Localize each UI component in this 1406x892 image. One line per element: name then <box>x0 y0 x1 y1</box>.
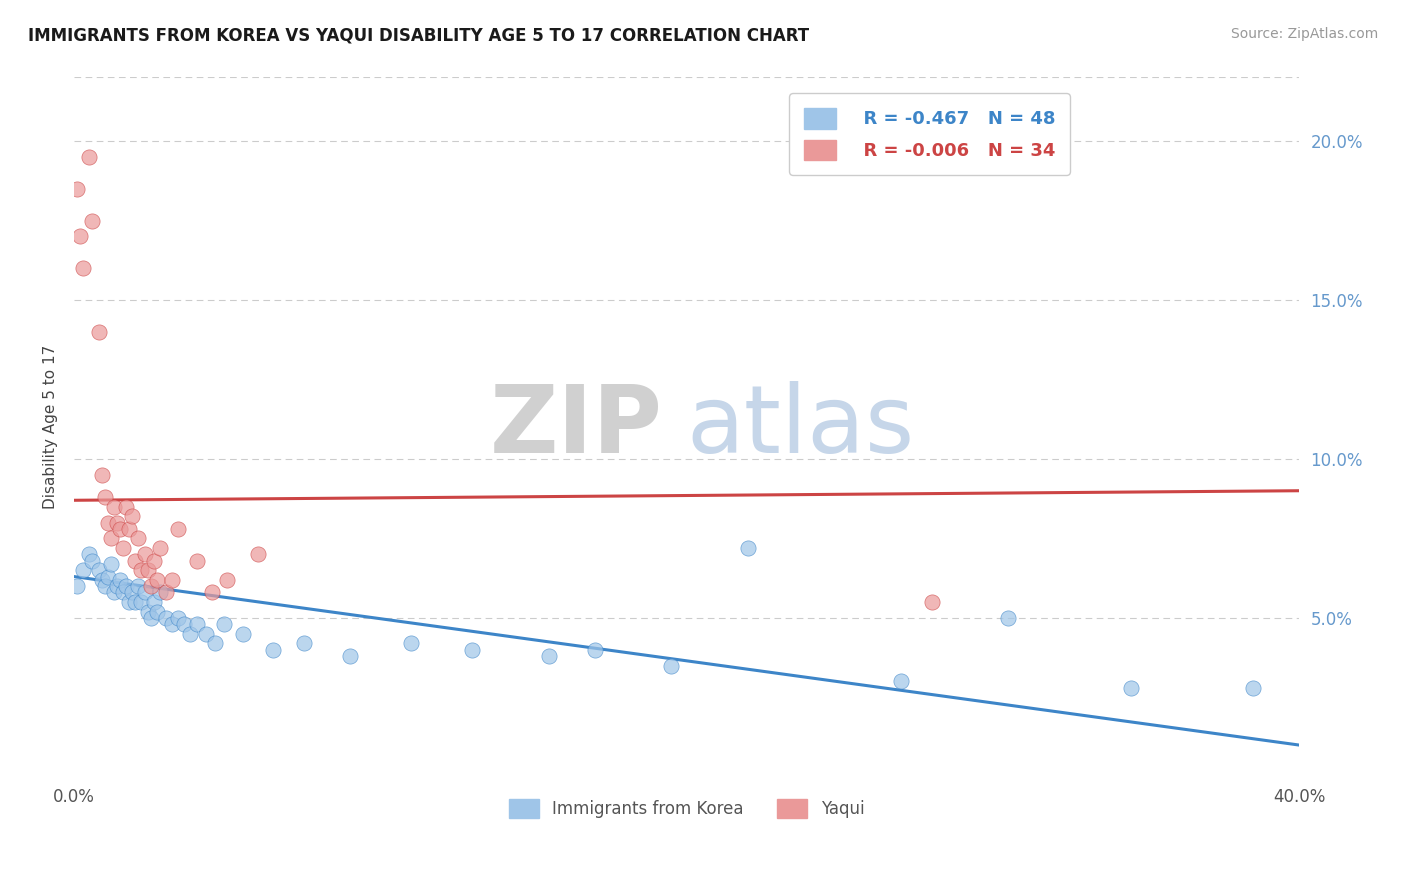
Point <box>131 595 153 609</box>
Point <box>136 605 159 619</box>
Point <box>82 213 104 227</box>
Point <box>262 642 284 657</box>
Point <box>79 547 101 561</box>
Point <box>108 522 131 536</box>
Point <box>139 579 162 593</box>
Point <box>115 500 138 514</box>
Point <box>537 648 560 663</box>
Point <box>121 585 143 599</box>
Point <box>103 500 125 514</box>
Point <box>131 563 153 577</box>
Point <box>66 182 89 196</box>
Text: ZIP: ZIP <box>489 381 662 473</box>
Point <box>160 573 183 587</box>
Point <box>583 642 606 657</box>
Point <box>90 573 112 587</box>
Point <box>118 595 141 609</box>
Point <box>1119 681 1142 695</box>
Point <box>124 595 146 609</box>
Text: Source: ZipAtlas.com: Source: ZipAtlas.com <box>1230 27 1378 41</box>
Point <box>201 585 224 599</box>
Point <box>160 617 183 632</box>
Point <box>204 636 226 650</box>
Point <box>217 573 239 587</box>
Point <box>461 642 484 657</box>
Point <box>93 579 115 593</box>
Point <box>105 516 128 530</box>
Point <box>339 648 361 663</box>
Point <box>146 605 169 619</box>
Point <box>186 617 208 632</box>
Point <box>997 611 1019 625</box>
Point <box>212 617 235 632</box>
Point <box>232 627 254 641</box>
Point <box>139 611 162 625</box>
Point <box>136 563 159 577</box>
Point <box>72 261 94 276</box>
Y-axis label: Disability Age 5 to 17: Disability Age 5 to 17 <box>44 345 58 509</box>
Point <box>72 563 94 577</box>
Point <box>127 579 149 593</box>
Point <box>87 563 110 577</box>
Point <box>179 627 201 641</box>
Point <box>90 467 112 482</box>
Point <box>100 557 122 571</box>
Point <box>103 585 125 599</box>
Point <box>100 532 122 546</box>
Point <box>127 532 149 546</box>
Point <box>155 611 177 625</box>
Point <box>105 579 128 593</box>
Legend: Immigrants from Korea, Yaqui: Immigrants from Korea, Yaqui <box>502 792 870 824</box>
Point <box>146 573 169 587</box>
Point <box>108 573 131 587</box>
Point <box>173 617 195 632</box>
Point <box>921 595 943 609</box>
Point <box>121 509 143 524</box>
Point <box>134 585 156 599</box>
Text: IMMIGRANTS FROM KOREA VS YAQUI DISABILITY AGE 5 TO 17 CORRELATION CHART: IMMIGRANTS FROM KOREA VS YAQUI DISABILIT… <box>28 27 810 45</box>
Point <box>118 522 141 536</box>
Point <box>246 547 269 561</box>
Point <box>112 541 135 555</box>
Point <box>79 150 101 164</box>
Point <box>194 627 217 641</box>
Point <box>737 541 759 555</box>
Point <box>142 554 165 568</box>
Point <box>142 595 165 609</box>
Point <box>186 554 208 568</box>
Point <box>97 569 120 583</box>
Point <box>97 516 120 530</box>
Point <box>66 579 89 593</box>
Point <box>167 522 190 536</box>
Point <box>87 325 110 339</box>
Text: atlas: atlas <box>686 381 915 473</box>
Point <box>149 541 172 555</box>
Point <box>69 229 91 244</box>
Point <box>399 636 422 650</box>
Point <box>115 579 138 593</box>
Point <box>1241 681 1264 695</box>
Point <box>890 674 912 689</box>
Point <box>93 490 115 504</box>
Point <box>292 636 315 650</box>
Point <box>134 547 156 561</box>
Point <box>661 658 683 673</box>
Point <box>155 585 177 599</box>
Point <box>167 611 190 625</box>
Point <box>82 554 104 568</box>
Point <box>124 554 146 568</box>
Point <box>112 585 135 599</box>
Point <box>149 585 172 599</box>
